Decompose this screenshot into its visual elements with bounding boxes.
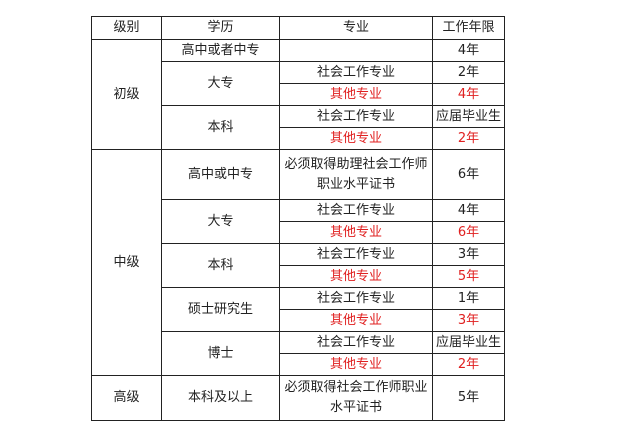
major-cell: 其他专业 (279, 127, 433, 150)
education-cell: 本科 (161, 105, 280, 150)
table-row: 中级 高中或中专 必须取得助理社会工作师职业水平证书 6年 (91, 149, 505, 376)
education-cell: 本科及以上 (161, 375, 280, 421)
major-cell: 社会工作专业 (279, 287, 433, 310)
education-cell: 大专 (161, 61, 280, 106)
years-cell: 4年 (432, 199, 505, 222)
years-cell: 1年 (432, 287, 505, 310)
major-cell: 其他专业 (279, 221, 433, 244)
table-row: 大专 社会工作专业 2年 (92, 61, 505, 106)
major-cell: 社会工作专业 (279, 105, 433, 128)
major-cell: 必须取得助理社会工作师职业水平证书 (279, 149, 433, 200)
years-cell: 6年 (432, 149, 505, 200)
major-cell: 社会工作专业 (279, 61, 433, 84)
table-row: 其他专业 2年 (92, 353, 505, 376)
header-row: 级别 学历 专业 工作年限 (91, 16, 505, 40)
table-row: 博士 社会工作专业 应届毕业生 (92, 331, 505, 376)
table-row: 硕士研究生 社会工作专业 1年 (92, 287, 505, 332)
years-cell: 3年 (432, 243, 505, 266)
years-cell: 4年 (432, 83, 505, 106)
years-cell: 5年 (432, 265, 505, 288)
education-cell: 高中或中专 (161, 149, 280, 200)
years-cell: 2年 (432, 61, 505, 84)
major-cell: 其他专业 (279, 309, 433, 332)
years-cell: 应届毕业生 (432, 105, 505, 128)
major-cell (279, 39, 433, 62)
level-cell: 高级 (91, 375, 162, 421)
header-level: 级别 (91, 16, 162, 40)
years-cell: 3年 (432, 309, 505, 332)
header-major: 专业 (279, 16, 433, 40)
table-row: 初级 高中或者中专 4年 (91, 39, 505, 150)
major-cell: 社会工作专业 (279, 243, 433, 266)
major-cell: 社会工作专业 (279, 199, 433, 222)
education-cell: 本科 (161, 243, 280, 288)
education-cell: 硕士研究生 (161, 287, 280, 332)
major-cell: 其他专业 (279, 353, 433, 376)
major-cell: 必须取得社会工作师职业水平证书 (279, 375, 433, 421)
major-cell: 其他专业 (279, 83, 433, 106)
years-cell: 2年 (432, 127, 505, 150)
table-row: 本科 社会工作专业 应届毕业生 (92, 105, 505, 150)
years-cell: 5年 (432, 375, 505, 421)
level-cell: 中级 (91, 149, 162, 376)
qualification-table: 级别 学历 专业 工作年限 初级 高中或者中专 4年 大专 社会工作专业 2年 其他专业 4年… (91, 16, 505, 421)
years-cell: 应届毕业生 (432, 331, 505, 354)
level-cell: 初级 (91, 39, 162, 150)
education-cell: 高中或者中专 (161, 39, 280, 62)
years-cell: 6年 (432, 221, 505, 244)
header-years: 工作年限 (432, 16, 505, 40)
education-cell: 大专 (161, 199, 280, 244)
table-row: 其他专业 4年 (92, 83, 505, 106)
major-cell: 社会工作专业 (279, 331, 433, 354)
years-cell: 2年 (432, 353, 505, 376)
table-row: 高级 本科及以上 必须取得社会工作师职业水平证书 5年 (91, 375, 505, 421)
major-cell: 其他专业 (279, 265, 433, 288)
years-cell: 4年 (432, 39, 505, 62)
header-education: 学历 (161, 16, 280, 40)
education-cell: 博士 (161, 331, 280, 376)
